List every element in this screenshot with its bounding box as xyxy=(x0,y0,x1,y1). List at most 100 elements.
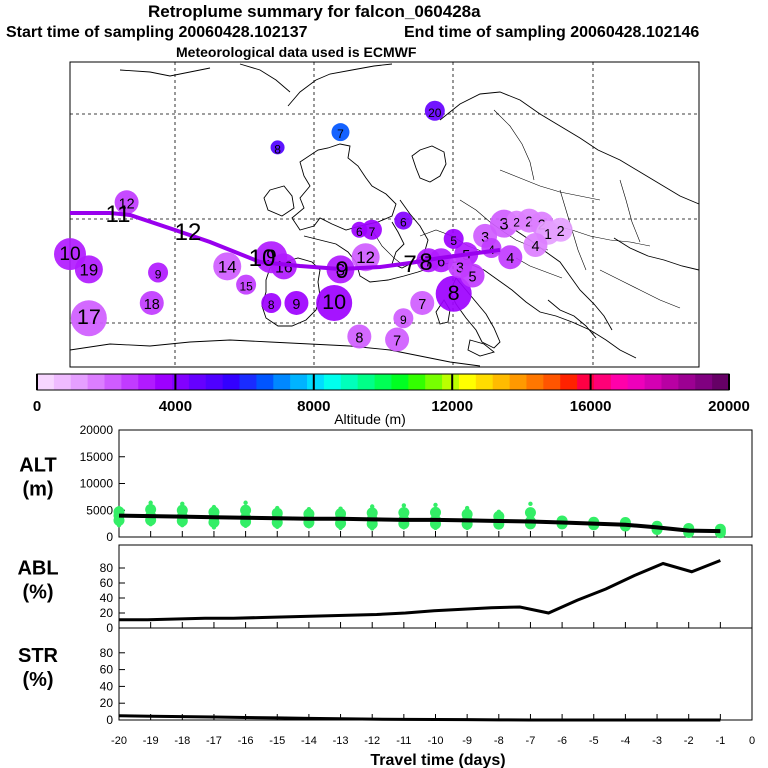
plume-cluster-label: 10 xyxy=(322,289,346,314)
str-line xyxy=(118,714,721,722)
plume-cluster xyxy=(114,190,139,215)
plume-cluster-label: 9 xyxy=(292,297,300,313)
colorbar-cell xyxy=(374,374,392,390)
alt-point xyxy=(559,517,565,522)
y-tick-label: 20 xyxy=(100,696,114,710)
x-tick-label: -20 xyxy=(111,735,127,747)
plume-cluster-label: 4 xyxy=(506,251,514,267)
plume-cluster xyxy=(460,263,485,288)
plume-cluster-label: 7 xyxy=(369,225,376,239)
y-tick-label: 0 xyxy=(106,713,113,727)
alt-point xyxy=(398,507,410,519)
x-tick-label: -13 xyxy=(333,735,349,747)
plume-cluster-label: 3 xyxy=(481,230,489,246)
plume-cluster-label: 7 xyxy=(337,127,344,141)
colorbar-cell xyxy=(678,374,696,390)
alt-point xyxy=(243,500,248,505)
y-tick-label: 0 xyxy=(106,621,113,635)
colorbar-cell xyxy=(155,374,173,390)
alt-point xyxy=(338,506,343,511)
y-tick-label: 80 xyxy=(100,561,114,575)
x-tick-label: -4 xyxy=(621,735,631,747)
y-tick-label: 80 xyxy=(100,646,114,660)
colorbar-cell xyxy=(593,374,612,390)
plume-cluster xyxy=(270,140,285,155)
x-tick-label: -1 xyxy=(715,735,725,747)
trajectory-line xyxy=(70,211,501,272)
y-tick-label: 40 xyxy=(100,679,114,693)
alt-mean-line xyxy=(118,513,721,534)
colorbar-cell xyxy=(610,374,629,390)
colorbar-cell xyxy=(256,374,274,390)
alt-point xyxy=(366,507,378,519)
plume-cluster-label: 10 xyxy=(59,244,80,265)
plume-cluster-label: 17 xyxy=(77,304,101,329)
trajectory-day-label: 7 xyxy=(403,251,416,278)
x-tick-label: -9 xyxy=(462,735,472,747)
plume-cluster xyxy=(139,290,164,315)
x-tick-label: -17 xyxy=(206,735,222,747)
start-time-label: Start time of sampling 20060428.102137 xyxy=(6,24,308,41)
panel-y-label: (%) xyxy=(22,582,53,604)
colorbar-cell xyxy=(239,374,257,390)
y-tick-label: 15000 xyxy=(80,450,114,464)
alt-point xyxy=(623,518,628,523)
plume-cluster xyxy=(316,284,353,321)
y-tick-label: 60 xyxy=(100,663,114,677)
colorbar-cell xyxy=(475,374,494,390)
alt-point xyxy=(686,524,691,529)
x-tick-label: 0 xyxy=(749,735,755,747)
plume-cluster-label: 20 xyxy=(428,106,442,120)
colorbar-cell xyxy=(560,374,578,390)
panel-str: 0 20 40 60 80 STR(%) xyxy=(18,627,753,727)
plume-cluster-label: 7 xyxy=(425,254,433,270)
plume-cluster xyxy=(351,243,380,272)
plume-cluster xyxy=(213,252,242,281)
colorbar-cell xyxy=(391,374,409,390)
y-tick-label: 0 xyxy=(106,530,113,544)
plume-cluster xyxy=(394,211,413,230)
x-tick-label: -15 xyxy=(269,735,285,747)
plume-cluster xyxy=(429,248,454,273)
plume-cluster-label: 6 xyxy=(437,254,445,270)
plume-cluster xyxy=(424,100,445,121)
plume-cluster xyxy=(347,324,372,349)
x-tick-label: -5 xyxy=(589,735,599,747)
plume-cluster xyxy=(393,308,414,329)
plume-cluster-label: 4 xyxy=(531,239,539,255)
colorbar-cell xyxy=(492,374,511,390)
plume-cluster xyxy=(498,245,523,270)
x-tick-label: -2 xyxy=(684,735,694,747)
plume-cluster xyxy=(70,300,107,337)
plume-cluster-label: 6 xyxy=(356,225,363,239)
x-tick-label: -16 xyxy=(238,735,254,747)
colorbar-cell xyxy=(661,374,679,390)
alt-point xyxy=(208,506,220,518)
alt-point xyxy=(176,504,188,516)
alt-point xyxy=(496,509,501,515)
y-tick-label: 5000 xyxy=(86,503,113,517)
colorbar-cell xyxy=(357,374,376,390)
colorbar-cell xyxy=(577,374,595,390)
colorbar-cell xyxy=(273,374,291,390)
alt-point xyxy=(303,508,315,520)
map-frame xyxy=(69,61,700,368)
colorbar-cell xyxy=(222,374,241,390)
colorbar-cell xyxy=(712,374,730,390)
colorbar-cell xyxy=(526,374,544,390)
colorbar-cell xyxy=(53,374,72,390)
alt-point xyxy=(401,503,407,508)
plume-cluster xyxy=(74,255,103,284)
trajectory-day-label: 8 xyxy=(419,249,432,276)
colorbar-cell xyxy=(543,374,561,390)
x-tick-label: -12 xyxy=(364,735,380,747)
alt-point xyxy=(430,506,441,518)
colorbar-cells xyxy=(37,374,730,390)
colorbar-cell xyxy=(138,374,156,390)
plume-cluster-label: 19 xyxy=(80,260,99,279)
plume-cluster xyxy=(435,275,472,312)
